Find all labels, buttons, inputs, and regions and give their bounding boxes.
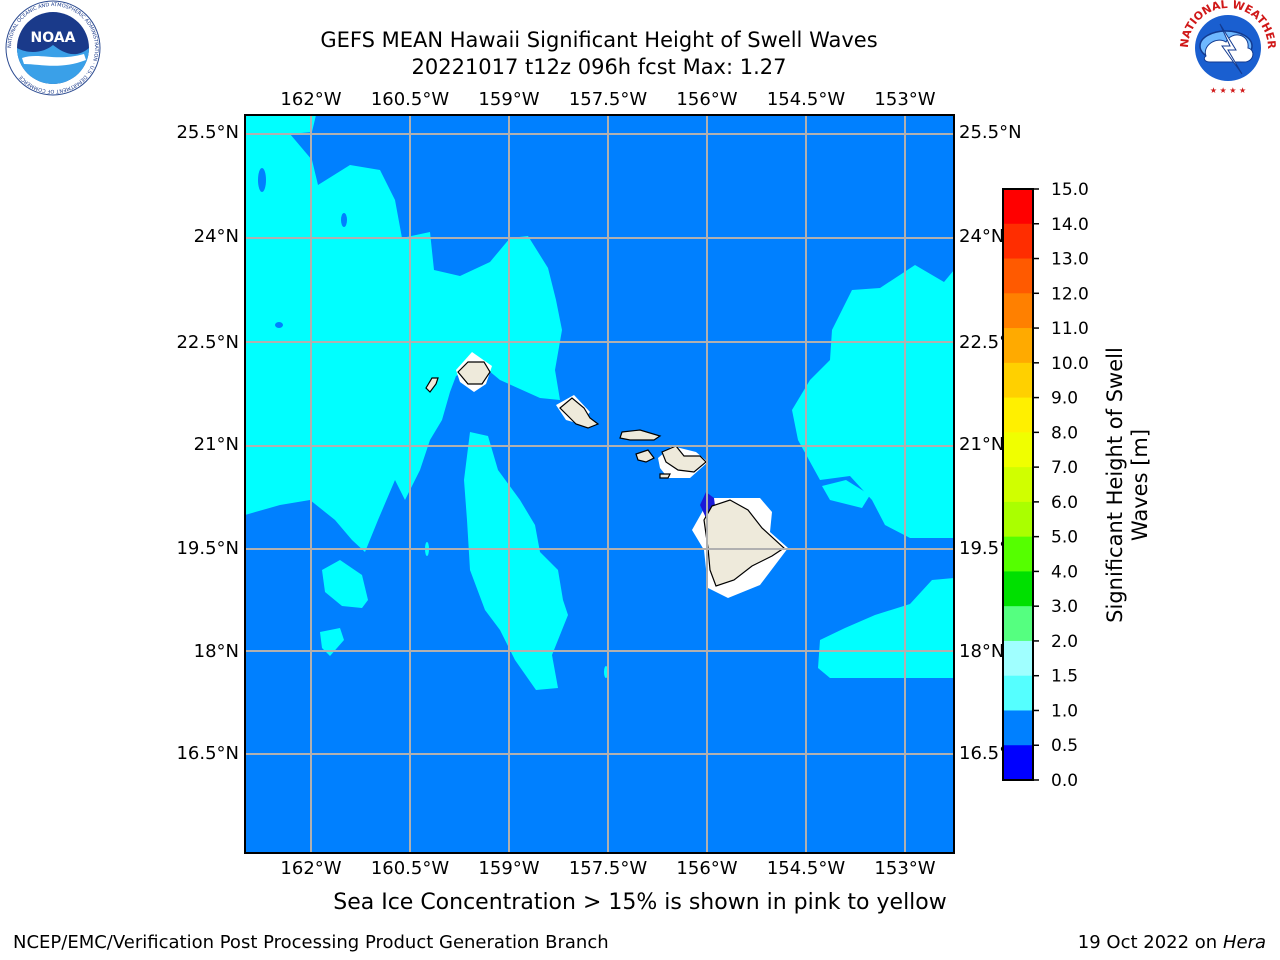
chart-title: GEFS MEAN Hawaii Significant Height of S… <box>320 28 878 52</box>
island-niihau <box>425 377 439 393</box>
island-kahoolawe <box>659 473 671 479</box>
lat-label-right: 18°N <box>959 641 1004 662</box>
lat-label-right: 21°N <box>959 434 1004 455</box>
chart-subtitle: 20221017 t12z 096h fcst Max: 1.27 <box>411 55 787 79</box>
lon-label-bottom: 156°W <box>676 858 737 879</box>
swell-region-east-small <box>822 480 870 508</box>
colorbar-tick-label: 8.0 <box>1051 423 1078 443</box>
island-molokai <box>619 429 662 441</box>
island-oahu <box>559 397 600 429</box>
footer-branch: NCEP/EMC/Verification Post Processing Pr… <box>13 932 609 953</box>
colorbar-tick-label: 5.0 <box>1051 528 1078 548</box>
colorbar-band <box>1003 640 1033 677</box>
colorbar-band <box>1003 362 1033 399</box>
svg-text:NOAA: NOAA <box>31 30 76 46</box>
colorbar-tick-label: 6.0 <box>1051 493 1078 513</box>
island-lanai <box>635 449 655 463</box>
lon-label-top: 153°W <box>874 89 935 110</box>
lon-label-top: 157.5°W <box>569 89 648 110</box>
colorbar-band <box>1003 258 1033 294</box>
colorbar-band <box>1003 432 1033 468</box>
colorbar-frame <box>1002 188 1034 781</box>
lat-label-left: 18°N <box>194 641 239 662</box>
colorbar-tick-label: 9.0 <box>1051 389 1078 409</box>
colorbar-band <box>1003 189 1033 225</box>
svg-text:★ ★ ★ ★: ★ ★ ★ ★ <box>1210 86 1246 95</box>
swell-region-southeast <box>818 578 954 678</box>
colorbar: 15.0 14.0 13.0 12.0 11.0 10.0 9.0 8.0 7.0 6.0 5.0 4… <box>1002 180 1089 791</box>
lat-label-left: 25.5°N <box>176 122 239 143</box>
colorbar-title: Significant Height of Swell Waves [m] <box>1103 347 1152 623</box>
colorbar-band <box>1003 675 1033 711</box>
lat-label-left: 24°N <box>194 226 239 247</box>
lat-label-left: 16.5°N <box>176 743 239 764</box>
colorbar-tick-label: 0.5 <box>1051 736 1078 756</box>
lon-label-top: 159°W <box>478 89 539 110</box>
colorbar-tick-label: 1.0 <box>1051 701 1078 721</box>
colorbar-band <box>1003 606 1033 642</box>
colorbar-tick-label: 1.5 <box>1051 667 1078 687</box>
colorbar-band <box>1003 467 1033 503</box>
swell-region-central-tongue <box>464 432 568 690</box>
lon-label-top: 162°W <box>280 89 341 110</box>
colorbar-band <box>1003 571 1033 607</box>
speck-2 <box>341 213 347 227</box>
colorbar-tick-label: 2.0 <box>1051 632 1078 652</box>
colorbar-tick-label: 4.0 <box>1051 562 1078 582</box>
island-hawaii <box>703 499 785 587</box>
lon-label-bottom: 153°W <box>874 858 935 879</box>
sea-ice-caption: Sea Ice Concentration > 15% is shown in … <box>333 890 947 915</box>
lat-label-left: 19.5°N <box>176 538 239 559</box>
lon-label-bottom: 160.5°W <box>371 858 450 879</box>
swell-region-northwest <box>245 115 562 552</box>
swell-region-east <box>792 265 954 538</box>
island-kauai <box>457 361 491 385</box>
colorbar-band <box>1003 223 1033 260</box>
speck-3 <box>275 322 283 328</box>
graticule <box>245 115 954 853</box>
colorbar-tick-label: 11.0 <box>1051 319 1089 339</box>
footer-date-text: 19 Oct 2022 on <box>1077 932 1223 953</box>
colorbar-tick-label: 7.0 <box>1051 458 1078 478</box>
map-frame <box>244 114 955 854</box>
colorbar-tick-label: 0.0 <box>1051 771 1078 791</box>
lat-label-left: 21°N <box>194 434 239 455</box>
map-area <box>245 115 954 853</box>
colorbar-tick-label: 15.0 <box>1051 180 1089 200</box>
colorbar-tick-label: 10.0 <box>1051 354 1089 374</box>
lon-label-top: 154.5°W <box>767 89 846 110</box>
lon-label-bottom: 157.5°W <box>569 858 648 879</box>
lon-label-top: 156°W <box>676 89 737 110</box>
swell-region-southwest-blob <box>322 560 368 608</box>
colorbar-band <box>1003 745 1033 781</box>
colorbar-tick-label: 3.0 <box>1051 597 1078 617</box>
colorbar-band <box>1003 328 1033 364</box>
lat-label-left: 22.5°N <box>176 332 239 353</box>
colorbar-band <box>1003 293 1033 329</box>
colorbar-tick-label: 12.0 <box>1051 284 1089 304</box>
footer-date: 19 Oct 2022 on Hera <box>1078 932 1266 953</box>
colorbar-tick-label: 13.0 <box>1051 250 1089 270</box>
lon-label-top: 160.5°W <box>371 89 450 110</box>
footer-machine: Hera <box>1222 932 1266 953</box>
colorbar-band <box>1003 397 1033 433</box>
lon-label-bottom: 162°W <box>280 858 341 879</box>
lon-label-bottom: 159°W <box>478 858 539 879</box>
colorbar-tick-label: 14.0 <box>1051 215 1089 235</box>
colorbar-band <box>1003 710 1033 746</box>
colorbar-band <box>1003 536 1033 572</box>
lon-label-bottom: 154.5°W <box>767 858 846 879</box>
swell-region-southwest-small <box>320 628 344 656</box>
lat-label-right: 25.5°N <box>959 122 1022 143</box>
nws-logo: NATIONAL WEATHER SERVICE ★ ★ ★ ★ <box>1176 0 1278 95</box>
colorbar-band <box>1003 501 1033 538</box>
speck-1 <box>258 168 266 192</box>
lat-label-right: 24°N <box>959 226 1004 247</box>
noaa-logo: NOAA NATIONAL OCEANIC AND ATMOSPHERIC AD… <box>5 0 101 96</box>
